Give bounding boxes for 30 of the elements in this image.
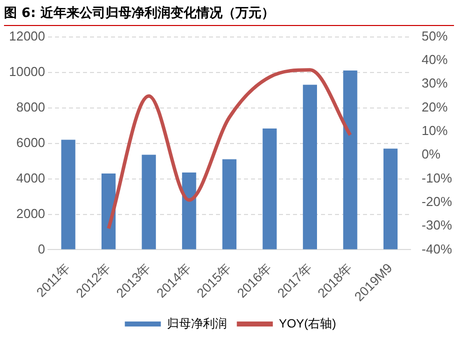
y-tick-label: 2000: [16, 206, 46, 221]
y-tick-label: 6000: [16, 134, 46, 150]
y2-tick-label: -40%: [422, 241, 452, 256]
y2-tick-label: 30%: [422, 76, 448, 91]
bar: [222, 159, 236, 250]
bar: [182, 172, 196, 250]
y2-tick-label: 40%: [422, 52, 448, 68]
y2-tick-label: 20%: [422, 99, 448, 114]
y2-tick-label: 10%: [422, 123, 448, 138]
y2-tick-label: -20%: [422, 194, 452, 210]
y2-tick-label: 0%: [422, 146, 441, 162]
bar: [302, 84, 318, 250]
y-tick-label: 0: [38, 241, 46, 256]
bar: [142, 154, 156, 250]
bar: [262, 128, 277, 250]
y2-tick-label: 50%: [422, 28, 448, 44]
bar: [61, 140, 76, 250]
y-tick-label: 4000: [16, 170, 46, 186]
y-tick-label: 10000: [8, 64, 46, 79]
line-series: [106, 68, 352, 230]
bar: [343, 70, 358, 250]
bar: [383, 148, 398, 250]
bar: [102, 173, 116, 250]
legend-label: 归母净利润: [166, 316, 227, 330]
legend-label: YOY(右轴): [278, 316, 336, 330]
y-tick-label: 12000: [8, 28, 46, 44]
y2-tick-label: -30%: [422, 218, 452, 233]
y2-tick-label: -10%: [422, 170, 452, 186]
chart-title: 图 6: 近年来公司归母净利润变化情况（万元）: [4, 4, 454, 26]
y-tick-label: 8000: [16, 99, 46, 114]
